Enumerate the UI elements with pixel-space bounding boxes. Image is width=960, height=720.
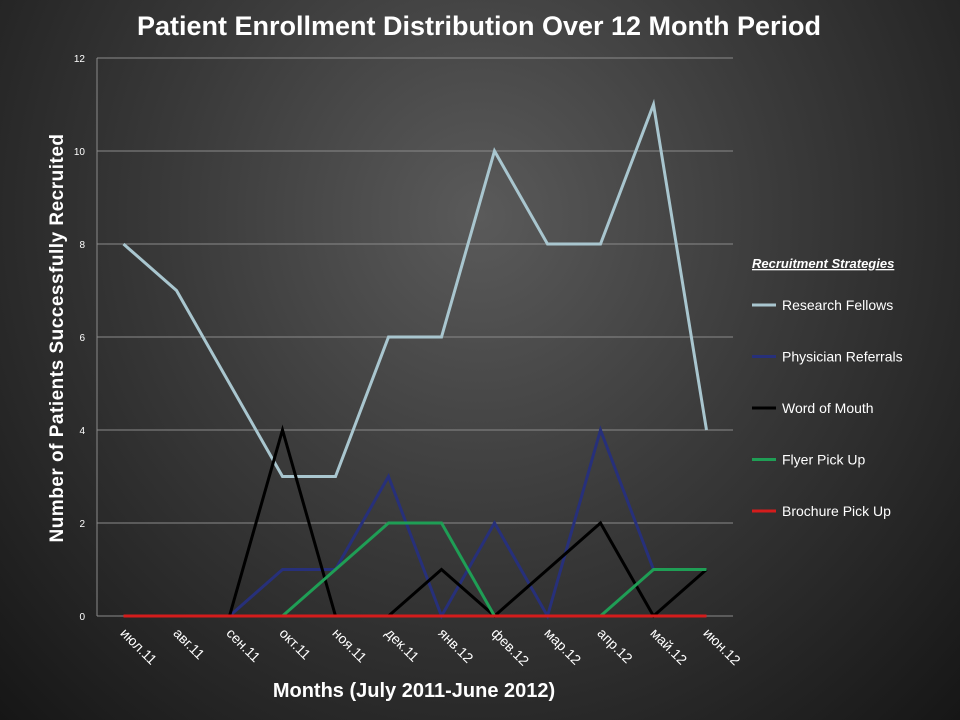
legend-label: Research Fellows — [782, 297, 893, 313]
y-tick-label: 4 — [79, 426, 85, 437]
legend-label: Physician Referrals — [782, 349, 903, 365]
x-tick-label: авг.11 — [170, 625, 208, 663]
y-tick-label: 2 — [79, 519, 85, 530]
x-tick-label: апр.12 — [594, 625, 636, 667]
x-tick-label: июн.12 — [700, 625, 744, 669]
x-tick-labels: июл.11 авг.11 сен.11 окт.11 ноя.11 дек.11 янв.… — [117, 625, 744, 669]
y-tick-label: 0 — [79, 612, 85, 623]
y-tick-labels: 0 2 4 6 8 10 12 — [74, 54, 86, 623]
series-line-0 — [122, 98, 708, 478]
x-tick-label: окт.11 — [276, 625, 314, 663]
x-tick-label: июл.11 — [117, 625, 160, 668]
y-axis-label: Number of Patients Successfully Recruite… — [47, 133, 68, 542]
y-tick-label: 6 — [79, 333, 85, 344]
legend-title: Recruitment Strategies — [752, 256, 894, 271]
x-tick-label: май.12 — [647, 625, 690, 668]
y-tick-label: 12 — [74, 54, 86, 65]
legend-label: Flyer Pick Up — [782, 452, 865, 468]
x-tick-label: дек.11 — [382, 625, 422, 665]
x-tick-label: янв.12 — [435, 625, 476, 666]
legend: Recruitment Strategies Research Fellows P… — [752, 256, 903, 519]
x-tick-label: ноя.11 — [329, 625, 370, 666]
series-lines — [122, 98, 708, 620]
legend-label: Word of Mouth — [782, 400, 874, 416]
legend-items: Research Fellows Physician Referrals Word … — [752, 297, 903, 519]
series-line-3 — [123, 521, 707, 618]
x-axis-label: Months (July 2011-June 2012) — [273, 680, 555, 702]
y-tick-label: 8 — [79, 240, 85, 251]
x-tick-label: сен.11 — [223, 625, 263, 665]
legend-label: Brochure Pick Up — [782, 503, 891, 519]
x-tick-label: мар.12 — [541, 625, 584, 668]
chart-title: Patient Enrollment Distribution Over 12 … — [137, 11, 821, 41]
x-tick-label: фев.12 — [488, 625, 532, 669]
y-tick-label: 10 — [74, 147, 86, 158]
